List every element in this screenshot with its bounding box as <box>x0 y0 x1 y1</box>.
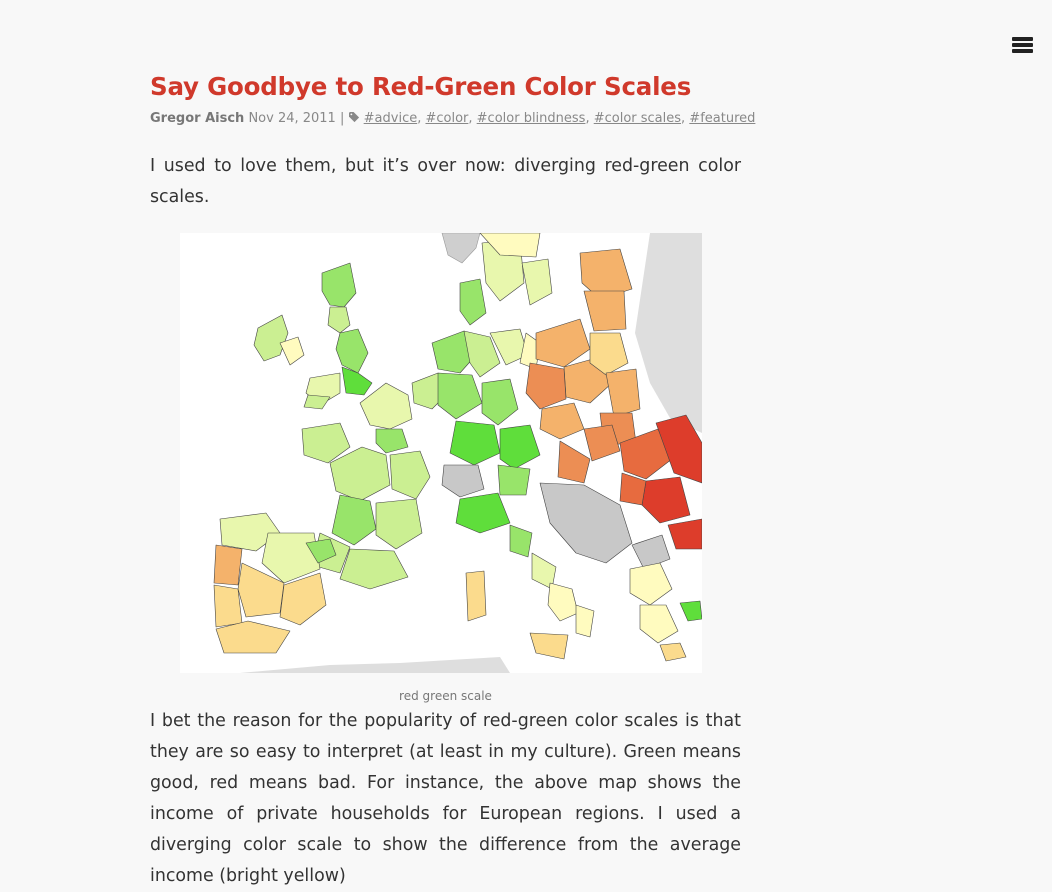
region <box>679 600 702 622</box>
region <box>509 524 533 558</box>
tag-icon <box>348 112 359 123</box>
post-title[interactable]: Say Goodbye to Red-Green Color Scales <box>150 72 692 101</box>
tag-link-featured[interactable]: #featured <box>689 111 756 126</box>
region <box>499 424 541 470</box>
region <box>441 464 485 498</box>
region <box>253 314 289 362</box>
africa-backdrop <box>240 657 510 673</box>
region <box>301 422 351 464</box>
tag-link-color-blindness[interactable]: #color blindness <box>476 111 586 126</box>
region <box>557 440 591 484</box>
region <box>459 278 487 326</box>
map-svg <box>213 233 702 673</box>
europe-choropleth-map <box>180 233 702 673</box>
region <box>261 532 321 584</box>
region <box>431 330 477 374</box>
region <box>321 262 357 308</box>
region <box>455 492 511 534</box>
region <box>583 424 621 462</box>
tag-link-color-scales[interactable]: #color scales <box>593 111 682 126</box>
region <box>641 476 691 524</box>
region <box>529 632 569 660</box>
russia-backdrop <box>635 233 702 433</box>
region <box>659 642 687 662</box>
region <box>619 472 647 506</box>
region <box>213 544 243 586</box>
map-regions <box>213 233 702 662</box>
region <box>521 258 553 306</box>
region <box>547 582 579 622</box>
region <box>359 382 413 430</box>
meta-separator: | <box>339 111 345 126</box>
blog-post: Say Goodbye to Red-Green Color Scales Gr… <box>150 70 756 892</box>
region <box>605 368 641 418</box>
region <box>481 378 519 426</box>
region <box>629 562 673 606</box>
region <box>303 394 331 410</box>
region <box>497 464 531 496</box>
region <box>341 366 373 396</box>
region <box>331 494 377 546</box>
body-paragraph: I bet the reason for the popularity of r… <box>150 711 741 886</box>
menu-button[interactable] <box>1012 36 1034 54</box>
region <box>279 336 305 366</box>
region <box>335 328 369 374</box>
hamburger-menu-icon <box>1012 37 1033 41</box>
tag-link-color[interactable]: #color <box>425 111 469 126</box>
region <box>305 538 337 564</box>
region <box>465 570 487 622</box>
region <box>375 428 409 454</box>
region <box>639 604 679 644</box>
region <box>619 428 673 480</box>
region <box>525 362 567 410</box>
figure: red green scale <box>150 233 741 704</box>
region <box>575 604 595 638</box>
hamburger-bar <box>1012 43 1033 47</box>
region <box>237 562 285 618</box>
region <box>631 534 671 570</box>
scandinavia-nodata <box>441 233 481 264</box>
region <box>339 548 409 590</box>
region <box>449 420 501 466</box>
region <box>327 306 351 334</box>
region <box>437 372 483 420</box>
region <box>589 332 629 376</box>
hamburger-bar <box>1012 49 1033 53</box>
intro-paragraph: I used to love them, but it’s over now: … <box>150 156 741 207</box>
region <box>479 233 541 258</box>
author-name: Gregor Aisch <box>150 111 245 126</box>
post-date: Nov 24, 2011 <box>248 111 336 126</box>
post-meta: Gregor Aisch Nov 24, 2011 | #advice, #co… <box>150 111 756 126</box>
region <box>539 402 585 440</box>
region <box>655 414 702 484</box>
region <box>215 620 291 654</box>
region <box>329 446 391 502</box>
region <box>213 584 243 628</box>
region <box>279 572 327 626</box>
region <box>535 318 591 368</box>
region <box>389 450 431 500</box>
tag-link-advice[interactable]: #advice <box>363 111 418 126</box>
region <box>375 498 423 550</box>
region <box>583 290 627 332</box>
figure-caption: red green scale <box>399 689 492 703</box>
region <box>463 330 501 378</box>
region <box>667 518 702 550</box>
region <box>539 482 633 564</box>
